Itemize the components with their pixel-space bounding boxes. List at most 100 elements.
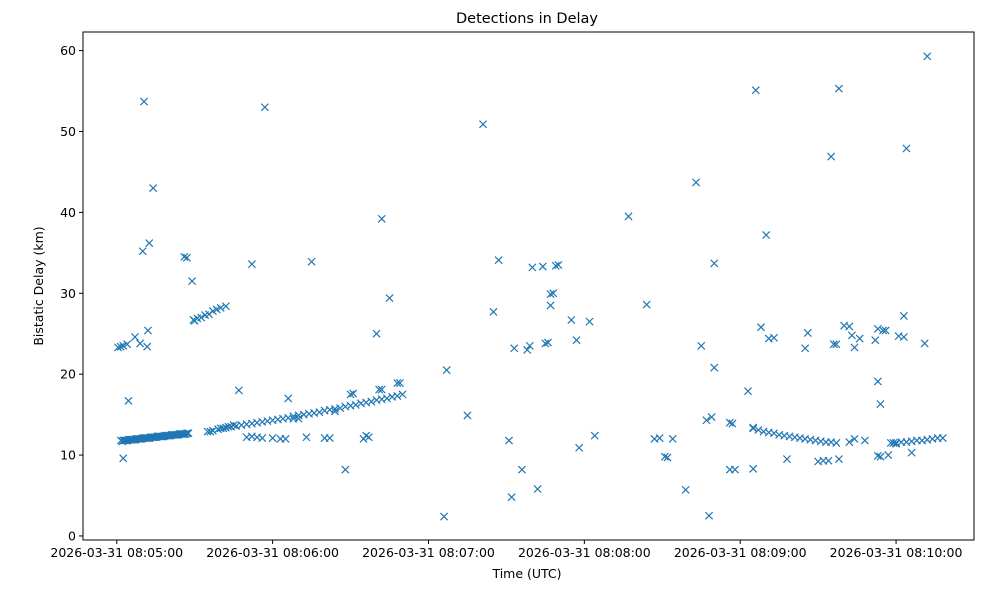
data-point-marker	[871, 336, 880, 345]
data-point-marker	[743, 387, 753, 396]
data-point-marker	[382, 394, 391, 403]
data-point-marker	[302, 433, 311, 442]
data-point-marker	[145, 239, 154, 248]
data-point-marker	[393, 379, 402, 388]
data-point-marker	[385, 294, 394, 303]
data-point-marker	[873, 324, 882, 333]
data-point-marker	[268, 434, 277, 443]
data-point-marker	[551, 261, 560, 270]
plot-frame	[82, 31, 975, 541]
data-point-marker	[923, 52, 932, 61]
data-point-marker	[206, 427, 215, 436]
data-point-marker	[585, 317, 594, 326]
data-point-marker	[660, 452, 669, 461]
data-point-marker	[845, 438, 854, 447]
data-point-marker	[184, 429, 193, 438]
data-point-marker	[938, 434, 947, 443]
data-point-marker	[850, 434, 859, 443]
data-point-marker	[208, 426, 217, 435]
y-axis-label: Bistatic Delay (km)	[31, 226, 46, 345]
axis-ticks: 2026-03-31 08:05:00 2026-03-31 08:06:00 20…	[50, 43, 962, 560]
data-point-marker	[325, 434, 334, 443]
data-point-marker	[377, 214, 386, 223]
data-point-marker	[624, 212, 633, 221]
data-point-marker	[494, 256, 503, 265]
data-point-marker	[315, 408, 324, 417]
data-point-marker	[756, 323, 766, 332]
data-point-marker	[549, 289, 558, 298]
x-tick-label: 2026-03-31 08:09:00	[674, 545, 807, 560]
data-point-marker	[375, 385, 384, 394]
data-point-marker	[902, 144, 911, 153]
x-tick-label: 2026-03-31 08:07:00	[362, 545, 495, 560]
data-point-marker	[855, 334, 864, 343]
data-point-marker	[850, 343, 859, 352]
data-point-marker	[463, 411, 472, 420]
data-point-marker	[336, 404, 345, 413]
data-point-marker	[668, 434, 677, 443]
data-point-marker	[827, 152, 836, 161]
y-tick-label: 40	[60, 205, 76, 220]
data-point-marker	[762, 231, 771, 240]
data-point-marker	[136, 339, 145, 348]
data-point-marker	[398, 390, 407, 399]
data-point-marker	[533, 485, 542, 494]
data-point-marker	[182, 253, 191, 262]
data-point-marker	[567, 315, 576, 324]
data-point-marker	[123, 340, 132, 349]
data-point-marker	[124, 396, 133, 405]
data-point-marker	[393, 391, 402, 401]
data-point-marker	[188, 277, 197, 286]
y-tick-label: 50	[60, 124, 76, 139]
data-point-marker	[541, 339, 550, 348]
data-point-marker	[507, 493, 516, 502]
data-point-marker	[114, 343, 123, 352]
x-tick-label: 2026-03-31 08:06:00	[206, 545, 339, 560]
data-point-marker	[510, 344, 519, 353]
chart-title: Detections in Delay	[456, 11, 598, 27]
data-point-marker	[572, 336, 581, 345]
data-point-marker	[642, 300, 651, 309]
x-tick-label: 2026-03-31 08:10:00	[830, 545, 963, 560]
data-point-marker	[517, 465, 527, 474]
data-point-marker	[655, 434, 664, 443]
data-point-marker	[803, 328, 812, 337]
data-point-marker	[180, 252, 189, 261]
data-point-marker	[219, 424, 228, 433]
data-point-marker	[281, 434, 290, 443]
data-point-marker	[523, 345, 532, 354]
data-point-marker	[190, 316, 199, 325]
data-point-marker	[229, 421, 238, 430]
data-point-marker	[554, 260, 563, 269]
data-point-marker	[801, 344, 810, 353]
data-point-marker	[367, 397, 376, 406]
data-point-marker	[899, 332, 908, 341]
data-point-marker	[351, 400, 360, 409]
data-point-marker	[769, 333, 779, 342]
data-point-marker	[834, 84, 843, 93]
data-point-marker	[284, 394, 293, 403]
data-point-marker	[697, 341, 706, 350]
data-point-marker	[881, 326, 890, 335]
data-point-marker	[829, 340, 838, 349]
data-point-marker	[824, 456, 833, 465]
data-point-marker	[138, 247, 147, 256]
data-point-marker	[575, 443, 584, 452]
data-point-marker	[692, 178, 701, 187]
data-point-marker	[845, 322, 854, 331]
data-point-marker	[442, 366, 451, 375]
data-point-marker	[834, 455, 843, 464]
data-point-marker	[260, 103, 269, 112]
data-point-marker	[751, 86, 760, 95]
data-point-marker	[769, 429, 779, 438]
data-point-marker	[143, 342, 152, 351]
data-point-marker	[725, 418, 734, 427]
data-point-marker	[528, 263, 537, 272]
data-point-marker	[782, 455, 791, 464]
data-point-marker	[395, 379, 404, 388]
data-point-marker	[884, 451, 893, 460]
y-tick-label: 10	[60, 448, 76, 463]
y-tick-label: 0	[68, 528, 76, 543]
data-point-marker	[149, 184, 158, 193]
